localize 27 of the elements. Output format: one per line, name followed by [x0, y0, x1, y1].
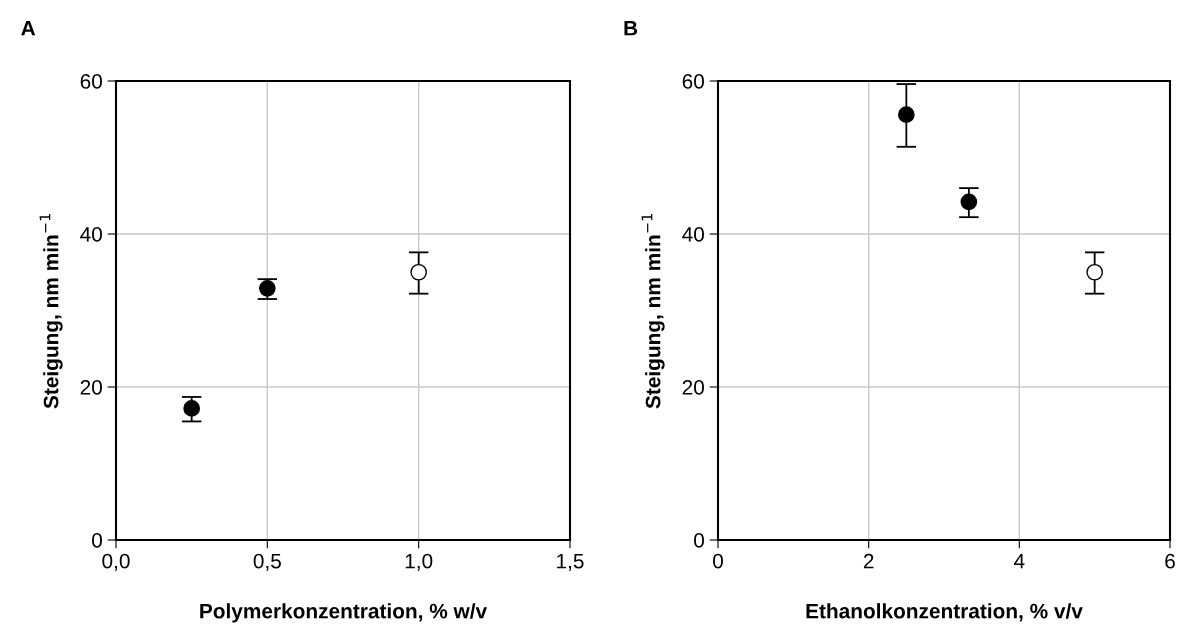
y-tick-label: 20: [80, 380, 102, 395]
x-tick-label: 2: [863, 553, 874, 569]
point: [1086, 263, 1104, 281]
chart-title: B: [624, 21, 638, 36]
x-tick-label: 0: [713, 553, 723, 569]
y-axis-title: Steigung, nm min$^{−1}$: [39, 213, 63, 409]
point: [410, 263, 428, 281]
y-tick-label: 40: [682, 227, 704, 242]
point: [897, 106, 915, 123]
point: [183, 400, 201, 417]
y-axis-title: Steigung, nm min$^{−1}$: [641, 213, 665, 409]
x-tick-label: 4: [1014, 553, 1025, 569]
x-axis-title: Ethanolkonzentration, % v/v: [806, 603, 1083, 622]
y-tick-label: 60: [682, 74, 704, 89]
x-tick-label: 6: [1165, 553, 1175, 569]
x-tick-label: 0,5: [253, 553, 281, 571]
x-axis-title: Polymerkonzentration, % w/v: [200, 603, 488, 623]
y-tick-label: 60: [80, 74, 102, 89]
y-tick-label: 0: [694, 533, 704, 548]
x-tick-label: 1,5: [557, 553, 584, 571]
x-tick-label: 0,0: [102, 553, 130, 571]
y-tick-label: 20: [682, 380, 704, 395]
point: [960, 193, 978, 211]
chart-title: A: [21, 21, 36, 36]
x-tick-label: 1,0: [405, 553, 433, 571]
y-tick-label: 40: [80, 227, 102, 242]
y-tick-label: 0: [92, 533, 102, 548]
